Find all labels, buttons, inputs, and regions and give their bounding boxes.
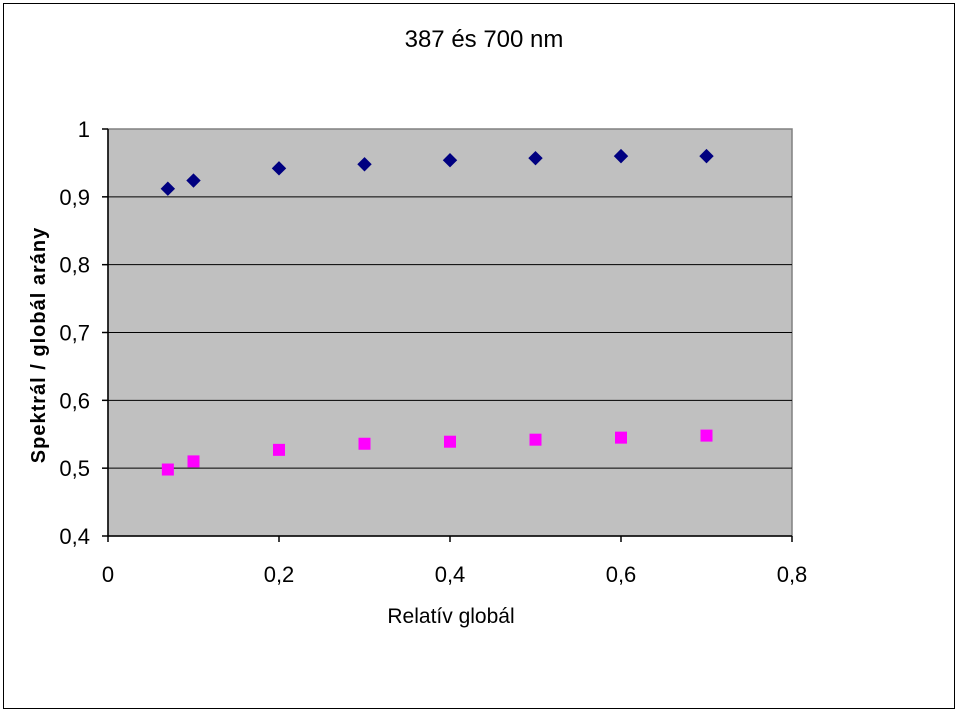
y-tick-labels: 0,4 0,5 0,6 0,7 0,8 0,9 1	[59, 117, 90, 549]
square-data-point	[444, 435, 456, 448]
diamond-data-point	[528, 150, 543, 166]
diamond-data-point	[699, 148, 714, 164]
x-tick-labels: 0 0,2 0,4 0,6 0,8	[102, 562, 807, 587]
x-tick-label: 0,4	[435, 562, 466, 587]
diamond-data-point	[160, 181, 176, 196]
data-markers	[160, 148, 714, 476]
square-data-point	[273, 443, 285, 456]
square-data-point	[161, 463, 174, 476]
diamond-data-point	[186, 173, 201, 188]
y-tick-label: 0,4	[59, 524, 90, 549]
diamond-data-point	[613, 148, 629, 164]
square-data-point	[615, 431, 627, 444]
x-axis-title: Relatív globál	[387, 605, 514, 628]
axes	[102, 128, 793, 542]
y-tick-label: 0,6	[59, 388, 90, 413]
y-axis-title: Spektrál / globál arány	[28, 227, 50, 463]
diamond-data-point	[357, 157, 372, 172]
x-tick-label: 0	[102, 562, 114, 587]
x-tick-label: 0,2	[264, 562, 295, 587]
y-tick-label: 0,9	[59, 185, 90, 210]
diamond-data-point	[442, 152, 458, 168]
gridlines	[108, 196, 792, 469]
square-data-point	[358, 437, 371, 450]
chart-title: 387 és 700 nm	[405, 26, 564, 53]
y-tick-label: 1	[78, 117, 90, 142]
y-tick-label: 0,7	[59, 321, 90, 346]
square-data-point	[529, 433, 542, 446]
x-tick-label: 0,6	[606, 562, 637, 587]
x-tick-label: 0,8	[777, 562, 808, 587]
diamond-data-point	[271, 161, 287, 176]
square-data-point	[700, 429, 713, 442]
square-data-point	[187, 455, 200, 468]
y-tick-label: 0,5	[59, 456, 90, 481]
y-tick-label: 0,8	[59, 253, 90, 278]
